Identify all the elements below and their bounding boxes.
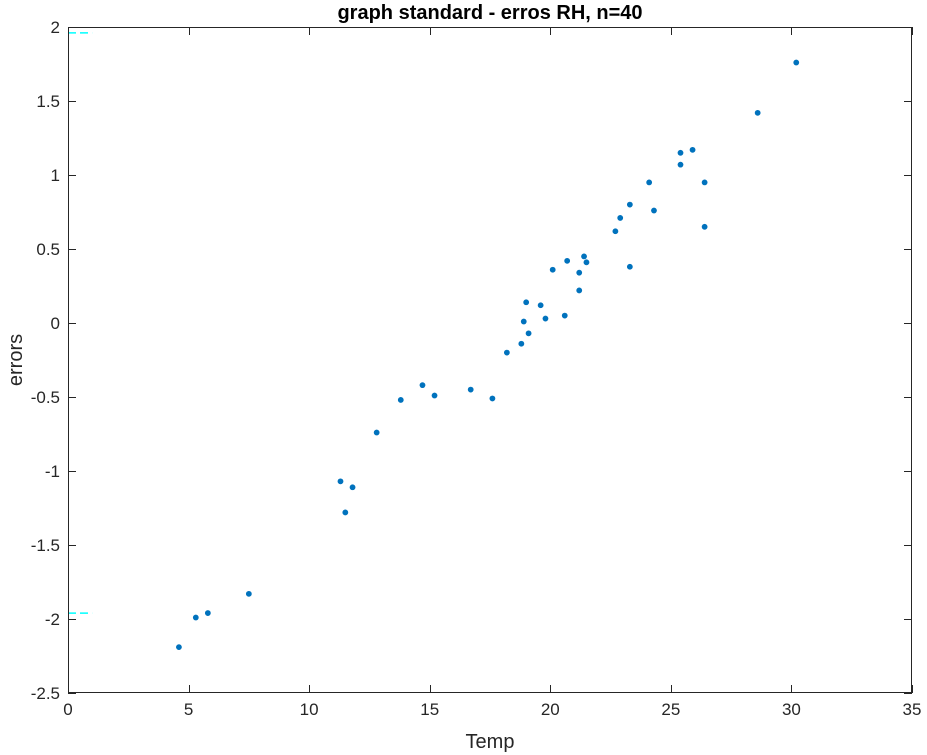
data-point: [583, 259, 590, 266]
reference-lines: [68, 32, 93, 614]
data-point: [192, 614, 199, 621]
data-point: [612, 228, 619, 235]
data-point: [537, 302, 544, 309]
data-point: [204, 610, 211, 616]
data-point: [754, 109, 761, 116]
y-tick-label: 0: [51, 314, 60, 333]
data-point: [564, 257, 571, 264]
y-tick-labels: -2.5 -2 -1.5 -1 -0.5 0 0.5 1 1.5 2: [31, 18, 60, 703]
data-point: [373, 429, 380, 436]
data-point: [397, 397, 404, 403]
chart-title: graph standard - erros RH, n=40: [337, 2, 642, 24]
data-point: [561, 312, 568, 319]
y-axis-label: errors: [5, 334, 27, 386]
data-point: [651, 207, 657, 214]
data-point: [701, 179, 708, 186]
data-point: [689, 146, 696, 153]
data-point: [525, 330, 532, 337]
data-point: [419, 382, 426, 389]
y-tick-label: 0.5: [36, 240, 60, 259]
x-tick-label: 10: [300, 700, 319, 719]
data-point: [677, 161, 684, 168]
x-tick-label: 15: [420, 700, 439, 719]
x-tick-label: 20: [541, 700, 560, 719]
data-point: [646, 179, 653, 186]
y-tick-label: -2.5: [31, 684, 60, 703]
data-point: [701, 223, 708, 230]
data-point: [520, 318, 527, 325]
x-tick-label: 35: [903, 700, 922, 719]
data-point: [337, 478, 344, 485]
data-point: [677, 149, 684, 156]
data-point: [467, 386, 474, 393]
data-point: [617, 215, 624, 221]
data-point: [503, 349, 510, 356]
data-point: [576, 269, 583, 276]
data-point: [626, 263, 633, 270]
data-point: [576, 287, 583, 294]
y-tick-label: -1.5: [31, 536, 60, 555]
x-tick-labels: 0 5 10 15 20 25 30 35: [63, 700, 921, 719]
x-tick-label: 25: [661, 700, 680, 719]
data-point: [793, 59, 800, 66]
x-axis-label: Temp: [466, 731, 515, 753]
data-point: [518, 340, 525, 347]
y-tick-label: 2: [51, 18, 60, 37]
plot-frame: [68, 27, 912, 693]
data-point: [542, 315, 549, 322]
data-point: [626, 201, 633, 208]
data-points: [176, 59, 800, 651]
data-point: [176, 644, 182, 651]
data-point: [349, 484, 356, 491]
y-tick-label: 1: [51, 166, 60, 185]
x-tick-label: 30: [782, 700, 801, 719]
data-point: [489, 395, 496, 402]
y-tick-label: -1: [45, 462, 60, 481]
data-point: [581, 253, 587, 260]
y-tick-label: 1.5: [36, 92, 60, 111]
plot-area: [68, 27, 912, 693]
data-point: [431, 392, 438, 399]
data-point: [245, 590, 252, 597]
y-tick-label: -2: [45, 610, 60, 629]
data-point: [342, 509, 349, 516]
x-tick-label: 0: [63, 700, 72, 719]
data-point: [549, 266, 556, 273]
axis-ticks: [68, 27, 913, 694]
x-tick-label: 5: [184, 700, 193, 719]
data-point: [523, 299, 530, 306]
y-tick-label: -0.5: [31, 388, 60, 407]
